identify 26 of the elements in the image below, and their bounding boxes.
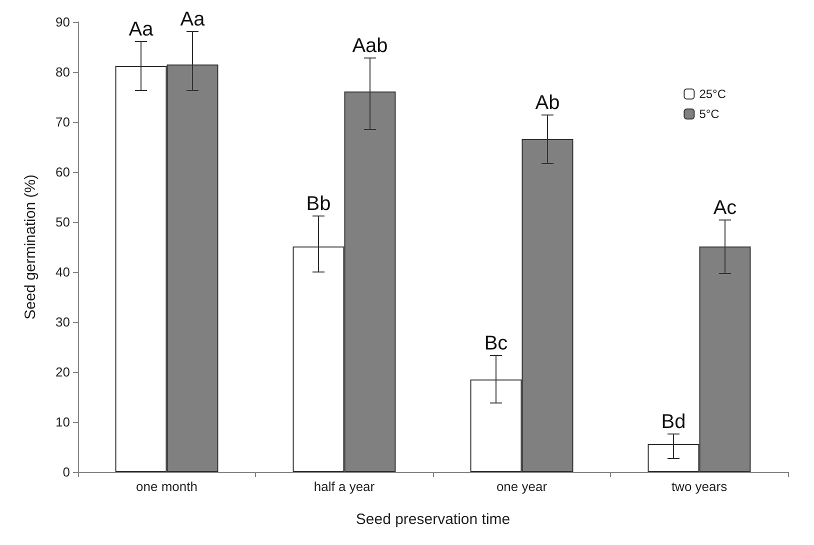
data-label: Bc <box>484 332 508 354</box>
x-tick-label: half a year <box>314 479 376 494</box>
x-axis-title: Seed preservation time <box>356 511 510 528</box>
y-tick-label: 20 <box>56 364 70 380</box>
x-tick-label: one year <box>496 479 548 494</box>
y-tick-label: 50 <box>56 214 70 230</box>
y-tick-label: 30 <box>56 314 70 330</box>
data-label: Aa <box>128 18 154 40</box>
data-label: Ac <box>713 197 737 219</box>
data-label: Aab <box>352 35 388 57</box>
y-tick-label: 10 <box>56 414 70 430</box>
y-axis-title: Seed germination (%) <box>22 174 39 320</box>
legend-label: 25°C <box>699 87 726 101</box>
data-label: Ab <box>535 92 560 114</box>
data-label: Bd <box>661 411 686 433</box>
y-tick-label: 80 <box>56 64 70 80</box>
data-label: Aa <box>180 8 206 30</box>
y-tick-label: 40 <box>56 264 70 280</box>
x-tick-label: two years <box>671 479 728 494</box>
y-tick-label: 0 <box>62 464 70 480</box>
y-tick-label: 60 <box>56 164 70 180</box>
x-tick-label: one month <box>136 479 198 494</box>
y-tick-label: 90 <box>56 14 70 30</box>
data-label: Bb <box>306 193 331 215</box>
y-tick-label: 70 <box>56 114 70 130</box>
legend-label: 5°C <box>699 107 720 121</box>
